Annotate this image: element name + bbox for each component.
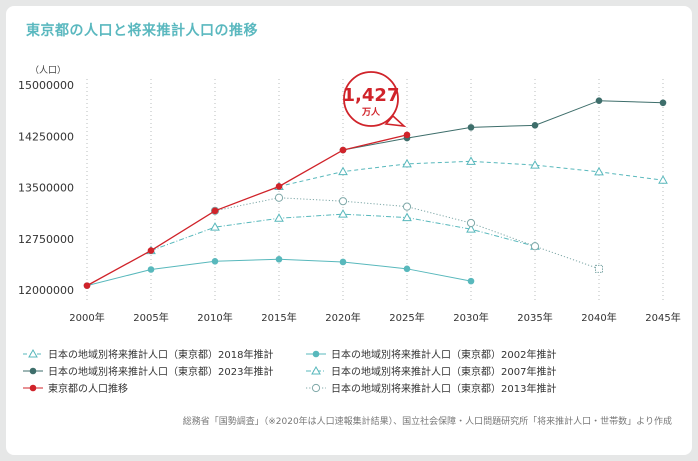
data-point bbox=[211, 207, 219, 215]
legend-label: 日本の地域別将来推計人口（東京都）2013年推計 bbox=[331, 384, 557, 395]
source-note: 総務省「国勢調査」（※2020年は人口速報集計結果）、国立社会保障・人口問題研究… bbox=[182, 417, 672, 427]
legend-item: 日本の地域別将来推計人口（東京都）2018年推計 bbox=[22, 346, 273, 361]
page-title: 東京都の人口と将来推計人口の推移 bbox=[26, 23, 258, 39]
series-line bbox=[278, 160, 664, 187]
data-point bbox=[147, 247, 155, 254]
data-point bbox=[339, 258, 347, 266]
data-point bbox=[466, 156, 476, 165]
data-point bbox=[339, 146, 347, 154]
callout-value: 1,427 bbox=[343, 85, 400, 106]
legend-label: 日本の地域別将来推計人口（東京都）2018年推計 bbox=[48, 350, 274, 361]
x-tick-label: 2025年 bbox=[389, 311, 424, 324]
x-tick-label: 2005年 bbox=[133, 311, 168, 324]
legend-point bbox=[29, 367, 37, 374]
legend-marker bbox=[23, 367, 43, 374]
data-point bbox=[274, 193, 284, 202]
data-point bbox=[210, 222, 220, 231]
data-point bbox=[402, 212, 412, 222]
data-point bbox=[338, 166, 348, 176]
data-point bbox=[658, 175, 668, 184]
legend-point bbox=[312, 350, 320, 357]
data-point bbox=[147, 266, 155, 273]
legend-item: 日本の地域別将来推計人口（東京都）2023年推計 bbox=[22, 363, 273, 378]
data-point bbox=[467, 124, 475, 131]
x-tick-label: 2045年 bbox=[645, 311, 680, 324]
data-point bbox=[466, 224, 476, 233]
data-point bbox=[467, 277, 475, 285]
legend-marker bbox=[23, 384, 43, 391]
legend-marker bbox=[306, 365, 326, 374]
data-point bbox=[659, 99, 667, 107]
x-tick-label: 2030年 bbox=[453, 311, 488, 324]
legend-point bbox=[28, 348, 38, 357]
x-tick-label: 2035年 bbox=[517, 311, 552, 324]
data-point bbox=[595, 97, 603, 105]
data-point bbox=[402, 158, 412, 168]
data-point bbox=[274, 213, 284, 222]
data-point bbox=[595, 264, 603, 273]
legend-item: 日本の地域別将来推計人口（東京都）2002年推計 bbox=[305, 346, 556, 361]
legend-point bbox=[29, 384, 37, 391]
data-point bbox=[594, 166, 604, 176]
callout-pointer bbox=[384, 114, 407, 128]
legend-label: 日本の地域別将来推計人口（東京都）2002年推計 bbox=[331, 350, 557, 361]
x-tick-label: 2010年 bbox=[197, 311, 232, 324]
series-5 bbox=[210, 193, 603, 273]
y-axis-label: （人口） bbox=[30, 65, 66, 76]
x-tick-label: 2020年 bbox=[325, 311, 360, 324]
legend-marker bbox=[23, 348, 43, 357]
chart-card bbox=[6, 6, 692, 455]
legend-marker bbox=[306, 383, 326, 392]
data-point bbox=[402, 202, 412, 211]
series-0 bbox=[274, 156, 668, 190]
data-point bbox=[338, 197, 348, 206]
y-tick-label: 14250000 bbox=[18, 130, 74, 143]
data-point bbox=[338, 209, 348, 218]
series-2 bbox=[83, 131, 411, 289]
data-point bbox=[403, 131, 411, 139]
legend-item: 日本の地域別将来推計人口（東京都）2007年推計 bbox=[305, 363, 556, 378]
legend-label: 東京都の人口推移 bbox=[48, 384, 128, 395]
legend-marker bbox=[306, 350, 326, 357]
x-tick-label: 2000年 bbox=[69, 311, 104, 324]
y-tick-label: 13500000 bbox=[18, 182, 74, 195]
x-tick-label: 2040年 bbox=[581, 311, 616, 324]
data-point bbox=[531, 122, 539, 129]
legend-point bbox=[311, 365, 321, 374]
data-point bbox=[211, 258, 219, 265]
legend-item: 日本の地域別将来推計人口（東京都）2013年推計 bbox=[305, 380, 556, 395]
series-line bbox=[342, 100, 664, 151]
legend-label: 日本の地域別将来推計人口（東京都）2007年推計 bbox=[331, 367, 557, 378]
data-point bbox=[83, 282, 91, 289]
data-point bbox=[466, 218, 476, 228]
y-tick-label: 12000000 bbox=[18, 284, 74, 297]
legend-point bbox=[311, 383, 321, 392]
data-point bbox=[275, 255, 283, 263]
data-point bbox=[530, 242, 540, 251]
legend-item: 東京都の人口推移 bbox=[22, 380, 128, 395]
data-point bbox=[530, 160, 540, 169]
data-point bbox=[275, 183, 283, 190]
callout-unit: 万人 bbox=[361, 106, 381, 118]
x-tick-label: 2015年 bbox=[261, 311, 296, 324]
data-point bbox=[403, 265, 411, 273]
callout-bubble bbox=[343, 71, 399, 127]
y-tick-label: 15000000 bbox=[18, 79, 74, 92]
y-tick-label: 12750000 bbox=[18, 233, 74, 246]
legend-label: 日本の地域別将来推計人口（東京都）2023年推計 bbox=[48, 367, 274, 378]
series-line bbox=[86, 134, 408, 287]
